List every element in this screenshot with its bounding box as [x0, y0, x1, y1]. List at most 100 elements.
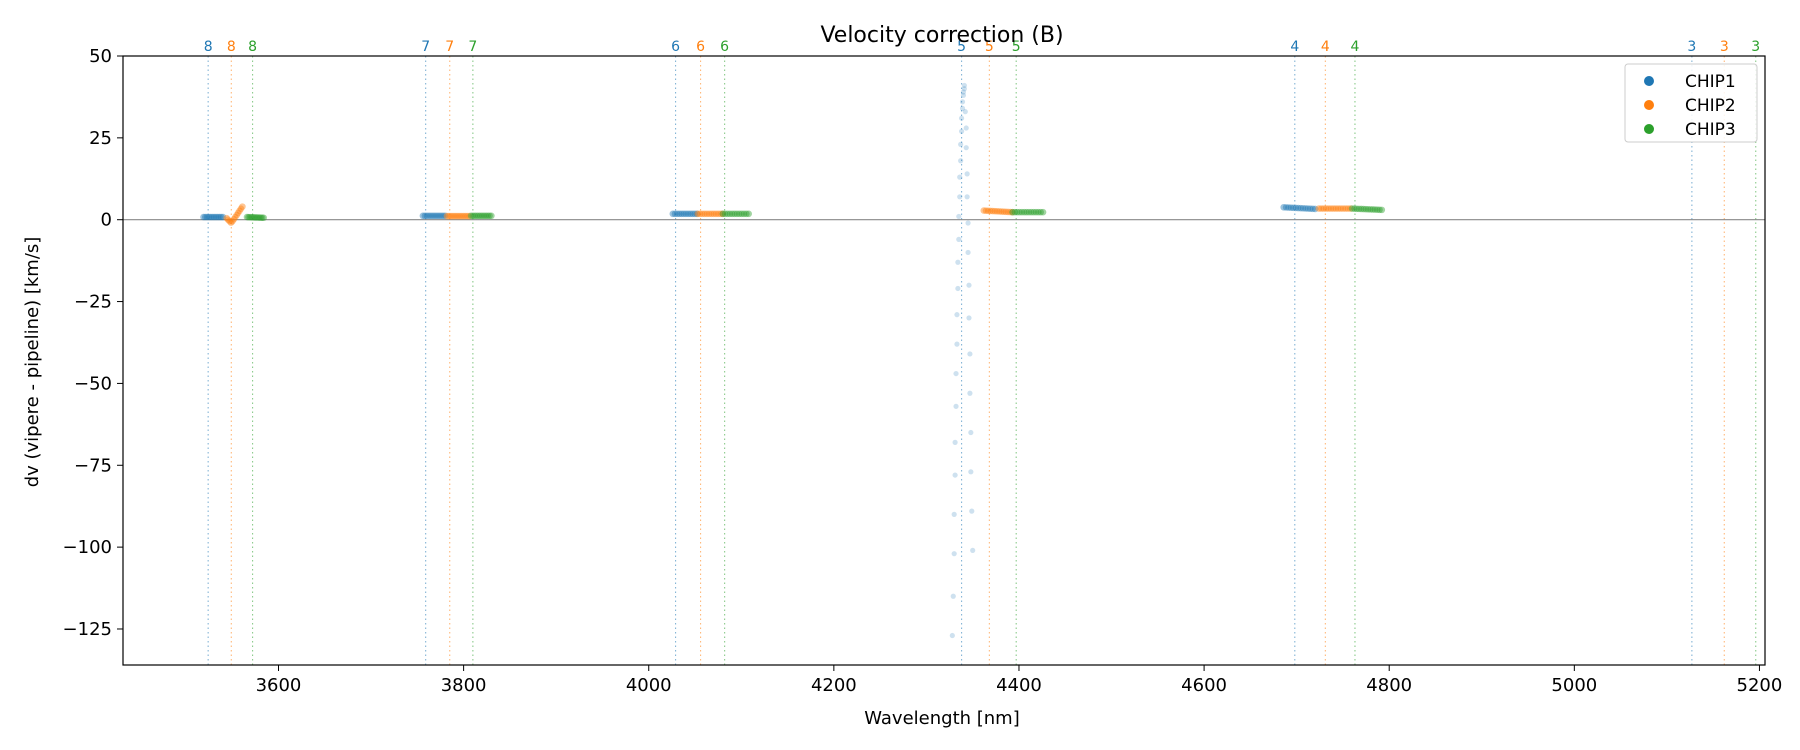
y-tick-label: −25 — [74, 292, 112, 313]
chip2-point — [1006, 208, 1014, 216]
chip2-point — [984, 207, 992, 215]
chip2-point — [1322, 205, 1330, 212]
chip1-outlier-point — [957, 174, 963, 180]
chip3-point — [1032, 208, 1040, 216]
chip1-point — [217, 213, 225, 221]
chip1-outlier-point — [968, 429, 974, 436]
chip2-point — [231, 213, 239, 221]
chip2-point — [987, 207, 994, 215]
y-tick-label: −100 — [63, 537, 112, 558]
chip1-point — [693, 210, 701, 218]
chip3-point — [245, 213, 252, 221]
order-label: 6 — [720, 39, 729, 55]
chip3-point — [486, 212, 493, 220]
chip2-point — [705, 210, 713, 218]
x-tick-label: 4800 — [1366, 675, 1412, 696]
chip1-outlier-point — [965, 249, 971, 256]
chip2-point — [226, 217, 233, 225]
x-axis-label: Wavelength [nm] — [864, 708, 1020, 729]
chip1-point — [1280, 203, 1287, 211]
chip2-point — [1320, 205, 1328, 212]
chip3-point — [743, 210, 750, 218]
chip3-point — [726, 210, 734, 218]
chip1-outlier-point — [956, 213, 962, 220]
plot-area-frame — [122, 55, 1766, 666]
chip3-point — [1011, 208, 1019, 216]
chip3-point — [476, 212, 484, 220]
order-label: 7 — [468, 39, 477, 55]
order-label: 5 — [1012, 39, 1021, 55]
chip3-point — [1364, 205, 1372, 213]
chip1-outlier-point — [966, 315, 972, 321]
chip2-point — [455, 212, 463, 220]
chip1-point — [680, 210, 688, 218]
y-tick-label: −50 — [74, 373, 112, 394]
chip2-point — [1317, 205, 1325, 212]
chip3-point — [252, 214, 260, 221]
chip1-point — [203, 213, 211, 221]
chip1-outlier-point — [956, 236, 962, 242]
x-tick-label: 3800 — [441, 675, 487, 696]
y-axis-label: dv (vipere - pipeline) [km/s] — [22, 237, 43, 488]
x-tick-label: 5000 — [1551, 675, 1597, 696]
chip3-point — [1355, 205, 1363, 213]
y-tick-label: −125 — [63, 619, 112, 640]
chip2-point — [1337, 205, 1344, 212]
x-tick-label: 4400 — [996, 675, 1042, 696]
chip1-outlier-point — [960, 92, 967, 98]
chip3-point — [482, 212, 490, 220]
chip2-point — [701, 210, 708, 218]
chip2-point — [451, 212, 459, 220]
chip2-point — [998, 208, 1005, 215]
chip2-point — [1325, 205, 1332, 212]
chip1-point — [205, 213, 213, 221]
chip2-point — [223, 214, 230, 222]
chip3-point — [1037, 208, 1044, 216]
chip2-point — [1000, 208, 1007, 215]
chip1-point — [678, 210, 685, 218]
chip2-point — [453, 212, 461, 220]
chip2-point — [696, 210, 704, 218]
order-label: 3 — [1720, 39, 1729, 55]
chip2-point — [445, 212, 453, 220]
chip2-point — [1347, 205, 1354, 212]
chip1-point — [429, 212, 437, 220]
x-axis: 3600 3800 4000 4200 4400 4600 4800 5000 5200 — [256, 665, 1782, 696]
legend-box — [1624, 63, 1758, 143]
chip1-outlier-point — [963, 125, 969, 131]
chip2-point — [982, 207, 990, 214]
chip2-point — [995, 208, 1003, 215]
chip3-point — [1348, 205, 1356, 212]
legend-label-chip2: CHIP2 — [1685, 96, 1736, 116]
chip3-point — [478, 212, 486, 220]
legend-marker-chip1 — [1644, 76, 1654, 86]
chip3-point — [258, 214, 266, 221]
chip1-outlier-point — [958, 115, 965, 121]
chip3-point — [738, 210, 745, 218]
chip1-point — [435, 212, 443, 220]
chip2-point — [239, 203, 246, 210]
chip1-point — [441, 212, 449, 220]
chip1-point — [1297, 204, 1304, 212]
chip2-point — [1009, 208, 1016, 216]
chip1-point — [1282, 204, 1290, 211]
chip1-point — [669, 210, 677, 218]
y-tick-label: −75 — [74, 455, 112, 476]
chip1-point — [201, 213, 209, 221]
chip3-point — [1362, 205, 1370, 213]
chip1-point — [210, 213, 218, 221]
chip3-point — [255, 214, 263, 221]
legend-label-chip1: CHIP1 — [1685, 72, 1736, 92]
chip1-outlier-point — [952, 472, 958, 478]
chip1-outlier-point — [959, 99, 966, 105]
chip1-outlier-point — [965, 220, 971, 226]
chip2-point — [717, 210, 724, 218]
chip1-outlier-point — [958, 141, 964, 148]
order-label: 8 — [227, 39, 236, 55]
chip2-point — [703, 210, 711, 218]
chip3-point — [1367, 206, 1374, 213]
order-label: 5 — [957, 39, 966, 55]
chip3-point — [724, 210, 731, 218]
chip2-point — [233, 211, 240, 219]
